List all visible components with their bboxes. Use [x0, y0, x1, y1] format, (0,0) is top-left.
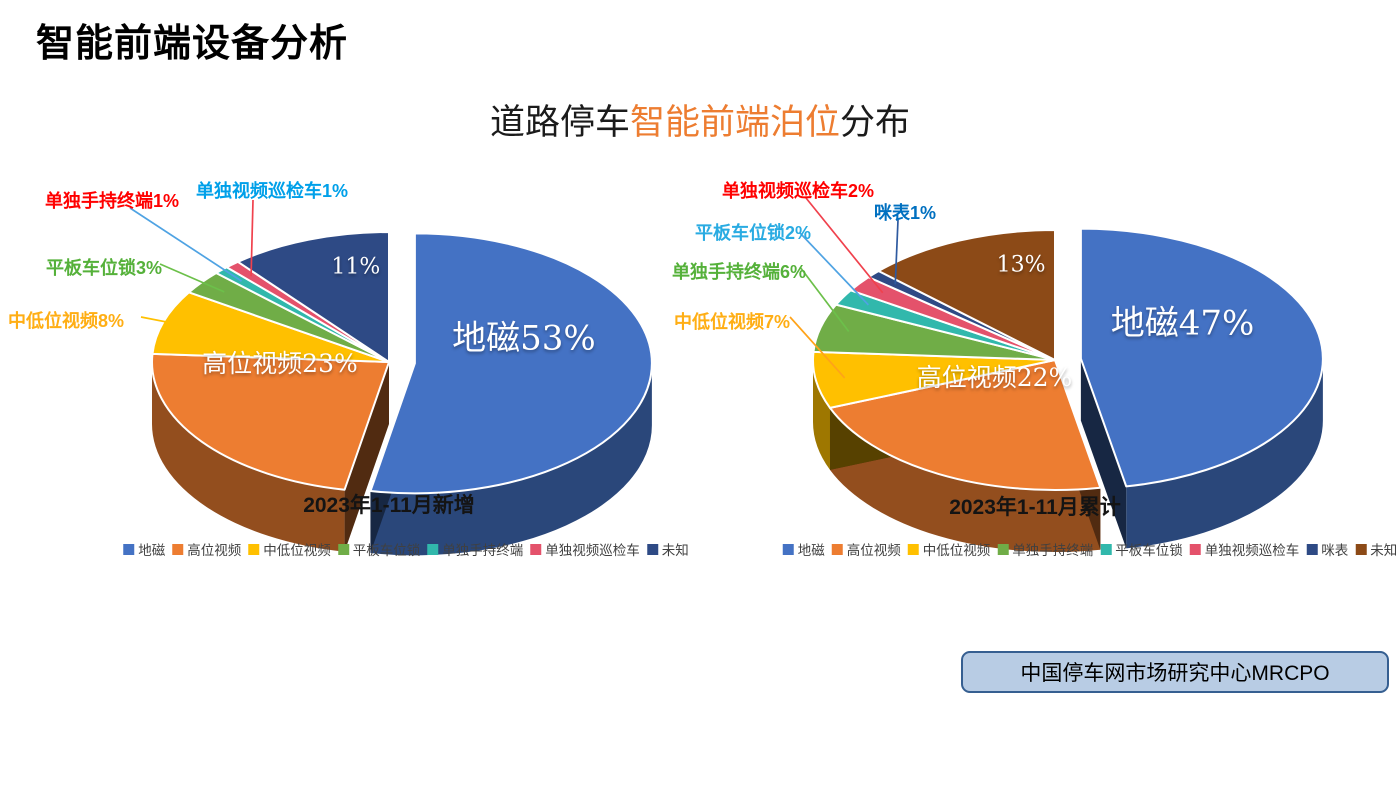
pie-slice-side [829, 407, 1101, 552]
legend-swatch [1189, 543, 1201, 555]
leader-line [805, 197, 884, 294]
leader-line [799, 232, 869, 306]
legend-item: 未知 [1355, 539, 1397, 559]
chart-caption-1: 2023年1-11月累计 [949, 496, 1121, 519]
legend-swatch [1100, 543, 1112, 555]
legend-item: 平板车位锁 [1100, 539, 1183, 559]
legend-swatch [248, 543, 260, 555]
pie-slice-中低位视频 [812, 350, 1056, 409]
pie-slice-side [370, 363, 652, 556]
pie-slice-side [813, 360, 830, 470]
legend-item: 单独手持终端 [427, 539, 523, 559]
legend-item: 地磁 [782, 539, 825, 559]
pie-slice-地磁 [1079, 227, 1324, 488]
leader-line [140, 316, 191, 328]
leader-line [129, 207, 242, 282]
legend-swatch [1355, 543, 1367, 555]
pie-slice-cut-face [344, 362, 389, 552]
leader-line [799, 266, 850, 333]
subtitle-accent: 智能前端泊位 [629, 103, 840, 142]
pie-slice-cut-face [1080, 358, 1127, 549]
leader-line [250, 199, 254, 277]
legend-item: 中低位视频 [907, 539, 990, 559]
pie-slice-未知 [877, 229, 1056, 361]
pie-slice-未知 [236, 231, 390, 363]
leader-line [159, 263, 225, 293]
legend-swatch [123, 543, 135, 555]
page-title: 智能前端设备分析 [36, 23, 349, 65]
legend-swatch [530, 543, 542, 555]
chart-main-title: 道路停车智能前端泊位分布 [0, 94, 1400, 145]
legend-swatch [782, 543, 794, 555]
source-badge: 中国停车网市场研究中心MRCPO [961, 651, 1389, 693]
legend-swatch [337, 543, 349, 555]
subtitle-part1: 道路停车 [489, 103, 630, 142]
leader-line [789, 316, 846, 379]
legend-swatch [172, 543, 184, 555]
pie-slice-side [1126, 358, 1323, 549]
legend-swatch [907, 543, 919, 555]
chart-legend-1: 地磁 高位视频 中低位视频 单独手持终端 平板车位锁 单独视频巡检车 咪表 未知 [782, 539, 1397, 559]
legend-swatch [646, 543, 658, 555]
pie-slice-side [152, 362, 345, 552]
legend-item: 未知 [646, 539, 689, 559]
chart-caption-0: 2023年1-11月新增 [303, 494, 475, 517]
legend-item: 平板车位锁 [337, 539, 420, 559]
pie-slice-高位视频 [151, 352, 390, 491]
subtitle-part3: 分布 [840, 103, 911, 142]
legend-item: 高位视频 [172, 539, 241, 559]
pie-slice-高位视频 [828, 359, 1102, 491]
legend-swatch [427, 543, 439, 555]
pie-slice-地磁 [369, 232, 653, 495]
legend-item: 高位视频 [831, 539, 901, 559]
chart-legend-0: 地磁 高位视频 中低位视频 平板车位锁 单独手持终端 单独视频巡检车 未知 [123, 539, 689, 559]
legend-swatch [1306, 543, 1318, 555]
legend-item: 地磁 [123, 539, 165, 559]
legend-item: 单独视频巡检车 [1189, 539, 1299, 559]
legend-item: 中低位视频 [248, 539, 331, 559]
legend-swatch [831, 543, 843, 555]
legend-item: 单独视频巡检车 [530, 539, 640, 559]
legend-item: 咪表 [1306, 539, 1348, 559]
leader-line [894, 219, 899, 285]
legend-item: 单独手持终端 [997, 539, 1093, 559]
legend-swatch [997, 543, 1009, 555]
